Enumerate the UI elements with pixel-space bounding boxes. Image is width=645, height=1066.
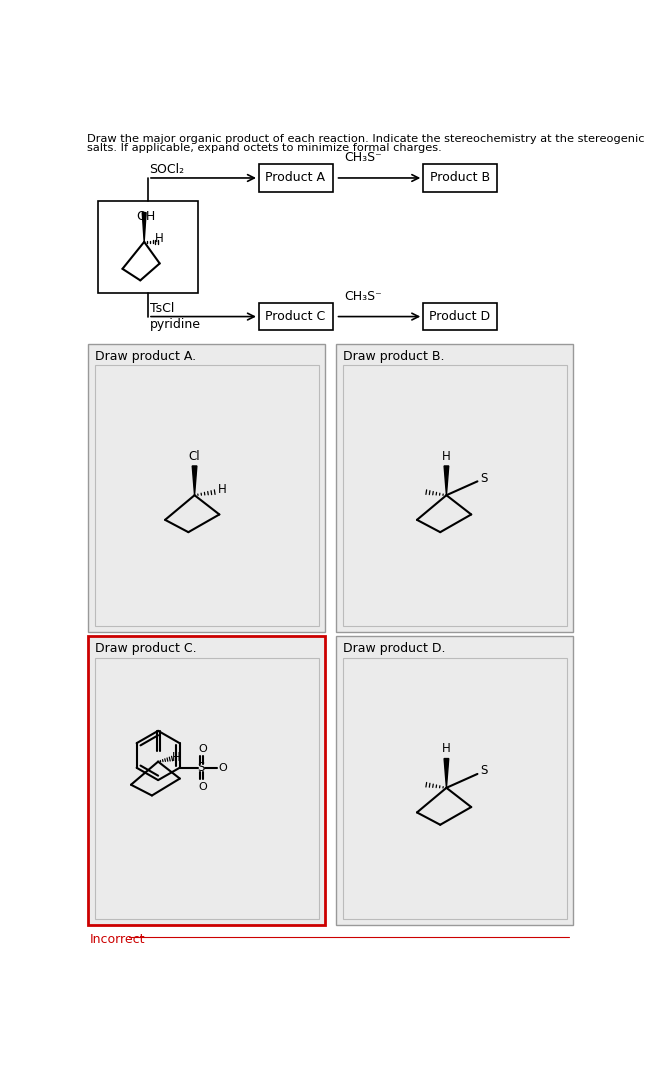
Text: S: S [197,761,205,774]
Text: S: S [481,472,488,485]
Text: Cl: Cl [189,450,201,463]
Bar [95,658,319,919]
Text: Product A: Product A [265,172,325,184]
Text: S: S [481,764,488,777]
Text: Draw product A.: Draw product A. [95,350,195,362]
Text: Product D: Product D [429,310,490,323]
Bar [423,303,497,330]
Text: pyridine: pyridine [150,318,201,332]
Bar [259,303,333,330]
Bar [88,636,324,925]
Text: Draw product D.: Draw product D. [342,643,445,656]
Bar [342,365,566,626]
Polygon shape [143,212,146,242]
Text: OH: OH [137,210,155,223]
Text: H: H [218,483,226,496]
Bar [95,365,319,626]
Bar [423,164,497,192]
Bar [259,164,333,192]
Bar [342,658,566,919]
Text: H: H [442,743,451,756]
Text: SOCl₂: SOCl₂ [150,163,184,177]
Text: Product B: Product B [430,172,490,184]
Text: Draw the major organic product of each reaction. Indicate the stereochemistry at: Draw the major organic product of each r… [87,134,645,144]
Bar [88,343,324,632]
Bar [337,343,573,632]
Polygon shape [444,759,449,788]
Polygon shape [444,466,449,496]
Text: H: H [172,750,181,763]
Polygon shape [192,466,197,496]
Text: Product C: Product C [265,310,326,323]
Bar [97,201,199,293]
Bar [337,636,573,925]
Text: O: O [219,763,227,773]
Text: TsCl: TsCl [150,302,174,316]
Text: salts. If applicable, expand octets to minimize formal charges.: salts. If applicable, expand octets to m… [87,143,442,154]
Text: Draw product C.: Draw product C. [95,643,196,656]
Text: H: H [442,450,451,463]
Text: O: O [199,781,207,792]
Text: Incorrect: Incorrect [90,933,145,946]
Text: CH₃S⁻: CH₃S⁻ [344,290,382,303]
Text: H: H [155,232,164,245]
Text: Draw product B.: Draw product B. [342,350,444,362]
Text: CH₃S⁻: CH₃S⁻ [344,151,382,164]
Text: O: O [199,744,207,754]
